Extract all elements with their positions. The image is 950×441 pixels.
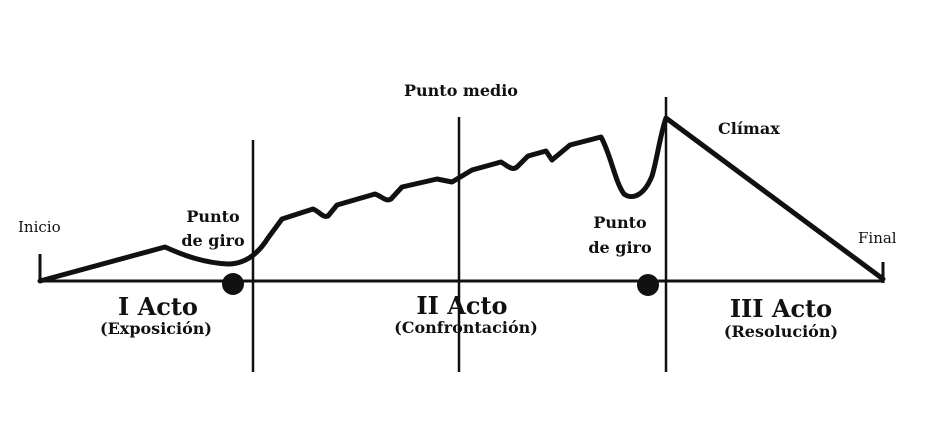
turning-point-2-label-line1: Punto	[593, 213, 647, 232]
turning-point-1-label-line2: de giro	[181, 231, 245, 250]
act-1-subtitle: (Exposición)	[100, 319, 212, 338]
act-2-subtitle: (Confrontación)	[394, 318, 538, 337]
act-1-title: I Acto	[118, 292, 198, 321]
turning-point-2-marker	[637, 274, 659, 296]
midpoint-label: Punto medio	[404, 81, 518, 100]
start-label: Inicio	[18, 218, 61, 236]
turning-point-1-marker	[222, 273, 244, 295]
act-3-subtitle: (Resolución)	[724, 322, 838, 341]
act-2-title: II Acto	[416, 291, 507, 320]
story-tension-curve	[37, 115, 886, 284]
turning-point-1-label-line1: Punto	[186, 207, 240, 226]
end-label: Final	[858, 229, 897, 247]
turning-point-2-label-line2: de giro	[588, 238, 652, 257]
act-3-title: III Acto	[730, 294, 832, 323]
climax-label: Clímax	[718, 119, 780, 138]
